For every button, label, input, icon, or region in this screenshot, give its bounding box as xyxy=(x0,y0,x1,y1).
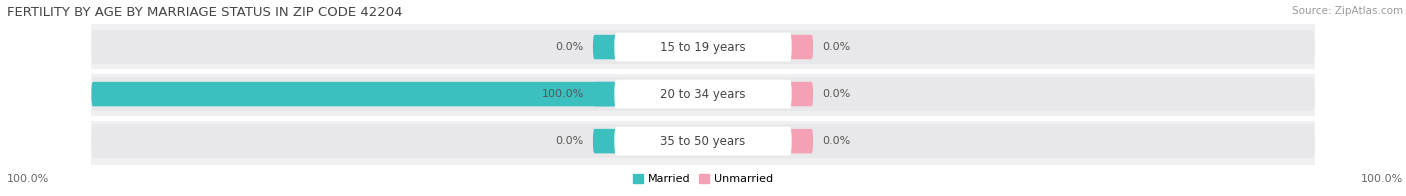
FancyBboxPatch shape xyxy=(91,30,1315,64)
Text: 100.0%: 100.0% xyxy=(541,89,583,99)
Text: Source: ZipAtlas.com: Source: ZipAtlas.com xyxy=(1292,6,1403,16)
FancyBboxPatch shape xyxy=(593,129,641,153)
FancyBboxPatch shape xyxy=(614,80,792,108)
FancyBboxPatch shape xyxy=(765,82,813,106)
Text: 0.0%: 0.0% xyxy=(823,136,851,146)
Text: 0.0%: 0.0% xyxy=(823,89,851,99)
Text: 100.0%: 100.0% xyxy=(7,174,49,184)
Text: 20 to 34 years: 20 to 34 years xyxy=(661,88,745,101)
FancyBboxPatch shape xyxy=(765,129,813,153)
Text: 0.0%: 0.0% xyxy=(555,42,583,52)
Text: 100.0%: 100.0% xyxy=(1361,174,1403,184)
FancyBboxPatch shape xyxy=(614,127,792,155)
FancyBboxPatch shape xyxy=(91,77,1315,111)
Legend: Married, Unmarried: Married, Unmarried xyxy=(628,169,778,189)
FancyBboxPatch shape xyxy=(593,35,641,59)
FancyBboxPatch shape xyxy=(593,82,641,106)
Text: FERTILITY BY AGE BY MARRIAGE STATUS IN ZIP CODE 42204: FERTILITY BY AGE BY MARRIAGE STATUS IN Z… xyxy=(7,6,402,19)
FancyBboxPatch shape xyxy=(91,82,614,106)
Text: 15 to 19 years: 15 to 19 years xyxy=(661,41,745,54)
FancyBboxPatch shape xyxy=(614,33,792,61)
FancyBboxPatch shape xyxy=(765,35,813,59)
FancyBboxPatch shape xyxy=(91,124,1315,158)
Text: 0.0%: 0.0% xyxy=(823,42,851,52)
Text: 35 to 50 years: 35 to 50 years xyxy=(661,135,745,148)
Text: 0.0%: 0.0% xyxy=(555,136,583,146)
